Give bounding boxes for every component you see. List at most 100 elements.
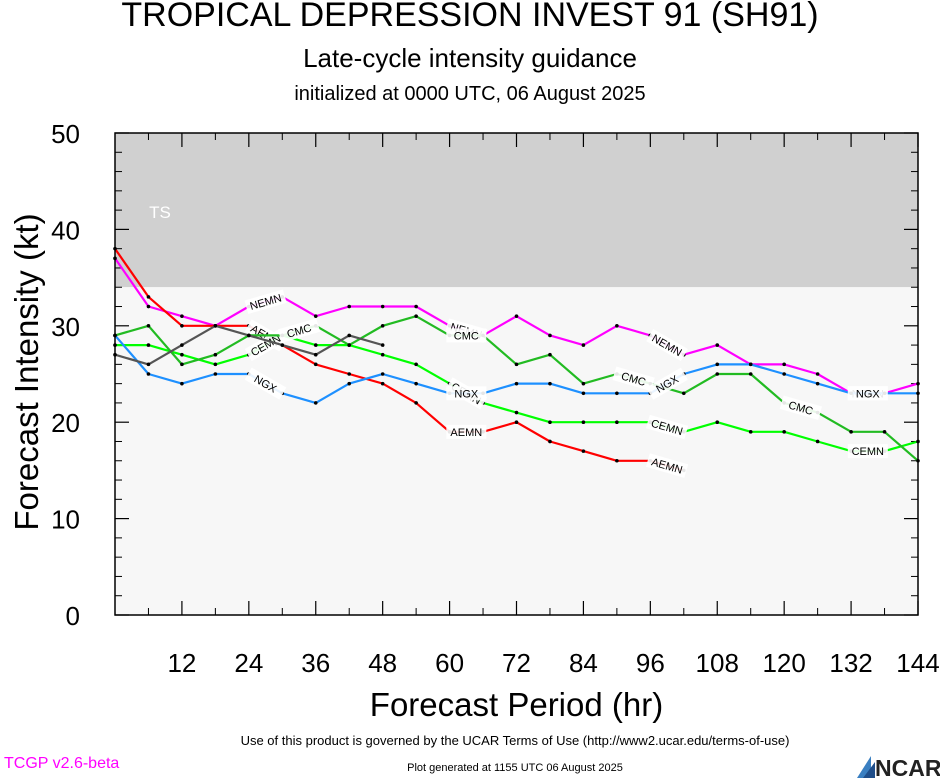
data-point-unlabeled-5 xyxy=(180,343,184,347)
series-label-bg xyxy=(645,414,689,440)
data-point-ngx xyxy=(347,381,352,386)
y-tick-label: 30 xyxy=(51,312,80,342)
data-point-unlabeled-5 xyxy=(380,343,385,347)
data-point-cemn xyxy=(380,352,385,357)
data-point-nemn xyxy=(146,304,151,309)
data-point-aemn xyxy=(548,439,552,444)
init-time-label: initialized at 0000 UTC, 06 August 2025 xyxy=(294,83,646,105)
series-label-bg xyxy=(646,367,688,400)
data-point-cmc xyxy=(681,391,686,396)
data-point-aemn xyxy=(581,449,586,453)
version-label: TCGP v2.6-beta xyxy=(4,755,120,772)
data-point-cemn xyxy=(748,430,753,434)
series-label-bg xyxy=(847,444,888,459)
y-tick-label: 10 xyxy=(51,505,80,535)
data-point-ngx xyxy=(180,381,184,386)
series-label-bg xyxy=(446,328,487,343)
data-point-cmc xyxy=(180,362,184,367)
data-point-aemn xyxy=(380,381,385,386)
x-axis-label: Forecast Period (hr) xyxy=(369,686,664,723)
data-point-aemn xyxy=(615,458,619,463)
y-tick-label: 20 xyxy=(51,408,80,438)
data-point-ngx xyxy=(514,381,519,386)
series-line-aemn xyxy=(114,248,685,472)
x-tick-label: 48 xyxy=(368,648,397,678)
chart-title: TROPICAL DEPRESSION INVEST 91 (SH91) xyxy=(121,0,819,34)
data-point-unlabeled-5 xyxy=(146,362,151,367)
data-point-cemn xyxy=(715,420,720,425)
data-point-cmc xyxy=(380,324,385,328)
series-label-bg xyxy=(244,329,287,362)
ncar-logo: NCAR xyxy=(857,755,940,780)
x-tick-label: 60 xyxy=(435,648,464,678)
series-label-bg xyxy=(779,395,823,421)
x-tick-label: 96 xyxy=(636,648,665,678)
data-point-aemn xyxy=(180,324,184,328)
data-point-aemn xyxy=(414,401,418,405)
plot-frame xyxy=(114,132,919,616)
series-label-ngx: NGX xyxy=(856,388,881,400)
x-tick-label: 120 xyxy=(762,648,805,678)
data-point-cmc xyxy=(347,343,352,347)
x-tick-label: 12 xyxy=(167,648,196,678)
data-point-cemn xyxy=(548,420,552,425)
data-point-ngx xyxy=(313,401,318,405)
data-point-unlabeled-5 xyxy=(347,333,352,338)
data-point-nemn xyxy=(782,362,786,367)
data-point-aemn xyxy=(347,372,352,376)
data-point-aemn xyxy=(146,295,151,299)
data-point-ngx xyxy=(380,372,385,376)
data-point-nemn xyxy=(715,343,720,347)
data-point-cmc xyxy=(581,381,586,386)
x-tick-label: 84 xyxy=(569,648,598,678)
series-label-bg xyxy=(646,329,688,362)
data-point-nemn xyxy=(615,324,619,328)
data-point-nemn xyxy=(548,333,552,338)
data-point-nemn xyxy=(180,314,184,318)
plot-generated-text: Plot generated at 1155 UTC 06 August 202… xyxy=(407,762,623,774)
y-tick-label: 0 xyxy=(66,601,80,631)
data-point-nemn xyxy=(347,304,352,309)
data-point-unlabeled-5 xyxy=(213,324,218,328)
data-point-cmc xyxy=(748,372,753,376)
series-label-bg xyxy=(446,386,487,401)
data-point-nemn xyxy=(313,314,318,318)
data-point-ngx xyxy=(146,372,151,376)
data-point-cemn xyxy=(514,410,519,415)
data-point-nemn xyxy=(380,304,385,309)
data-point-cemn xyxy=(213,362,218,367)
data-point-cemn xyxy=(782,430,786,434)
data-point-cemn xyxy=(414,362,418,367)
data-point-nemn xyxy=(815,372,820,376)
data-point-ngx xyxy=(715,362,720,367)
data-point-cemn xyxy=(581,420,586,425)
series-label-bg xyxy=(446,424,487,439)
data-point-aemn xyxy=(313,362,318,367)
data-point-ngx xyxy=(782,372,786,376)
data-point-cemn xyxy=(146,343,151,347)
data-point-aemn xyxy=(514,420,519,425)
data-point-cmc xyxy=(882,430,887,434)
data-point-unlabeled-5 xyxy=(313,352,318,357)
series-label-bg xyxy=(645,453,689,478)
intensity-band-0 xyxy=(115,133,918,288)
series-label-ngx: NGX xyxy=(454,388,479,400)
data-point-ngx xyxy=(213,372,218,376)
data-point-nemn xyxy=(514,314,519,318)
series-label-cemn: CEMN xyxy=(852,446,884,458)
data-point-unlabeled-5 xyxy=(280,343,285,347)
data-point-ngx xyxy=(581,391,586,396)
data-point-cemn xyxy=(180,352,184,357)
y-axis-label: Forecast Intensity (kt) xyxy=(8,213,45,531)
data-point-cmc xyxy=(715,372,720,376)
data-point-cemn xyxy=(615,420,619,425)
ncar-logo-text: NCAR xyxy=(875,755,940,780)
y-tick-label: 50 xyxy=(51,119,80,149)
chart-subtitle: Late-cycle intensity guidance xyxy=(303,43,637,73)
data-point-nemn xyxy=(581,343,586,347)
band-label-ts: TS xyxy=(149,203,171,222)
data-point-unlabeled-5 xyxy=(247,333,251,338)
data-point-ngx xyxy=(548,381,552,386)
series-label-bg xyxy=(612,366,655,392)
